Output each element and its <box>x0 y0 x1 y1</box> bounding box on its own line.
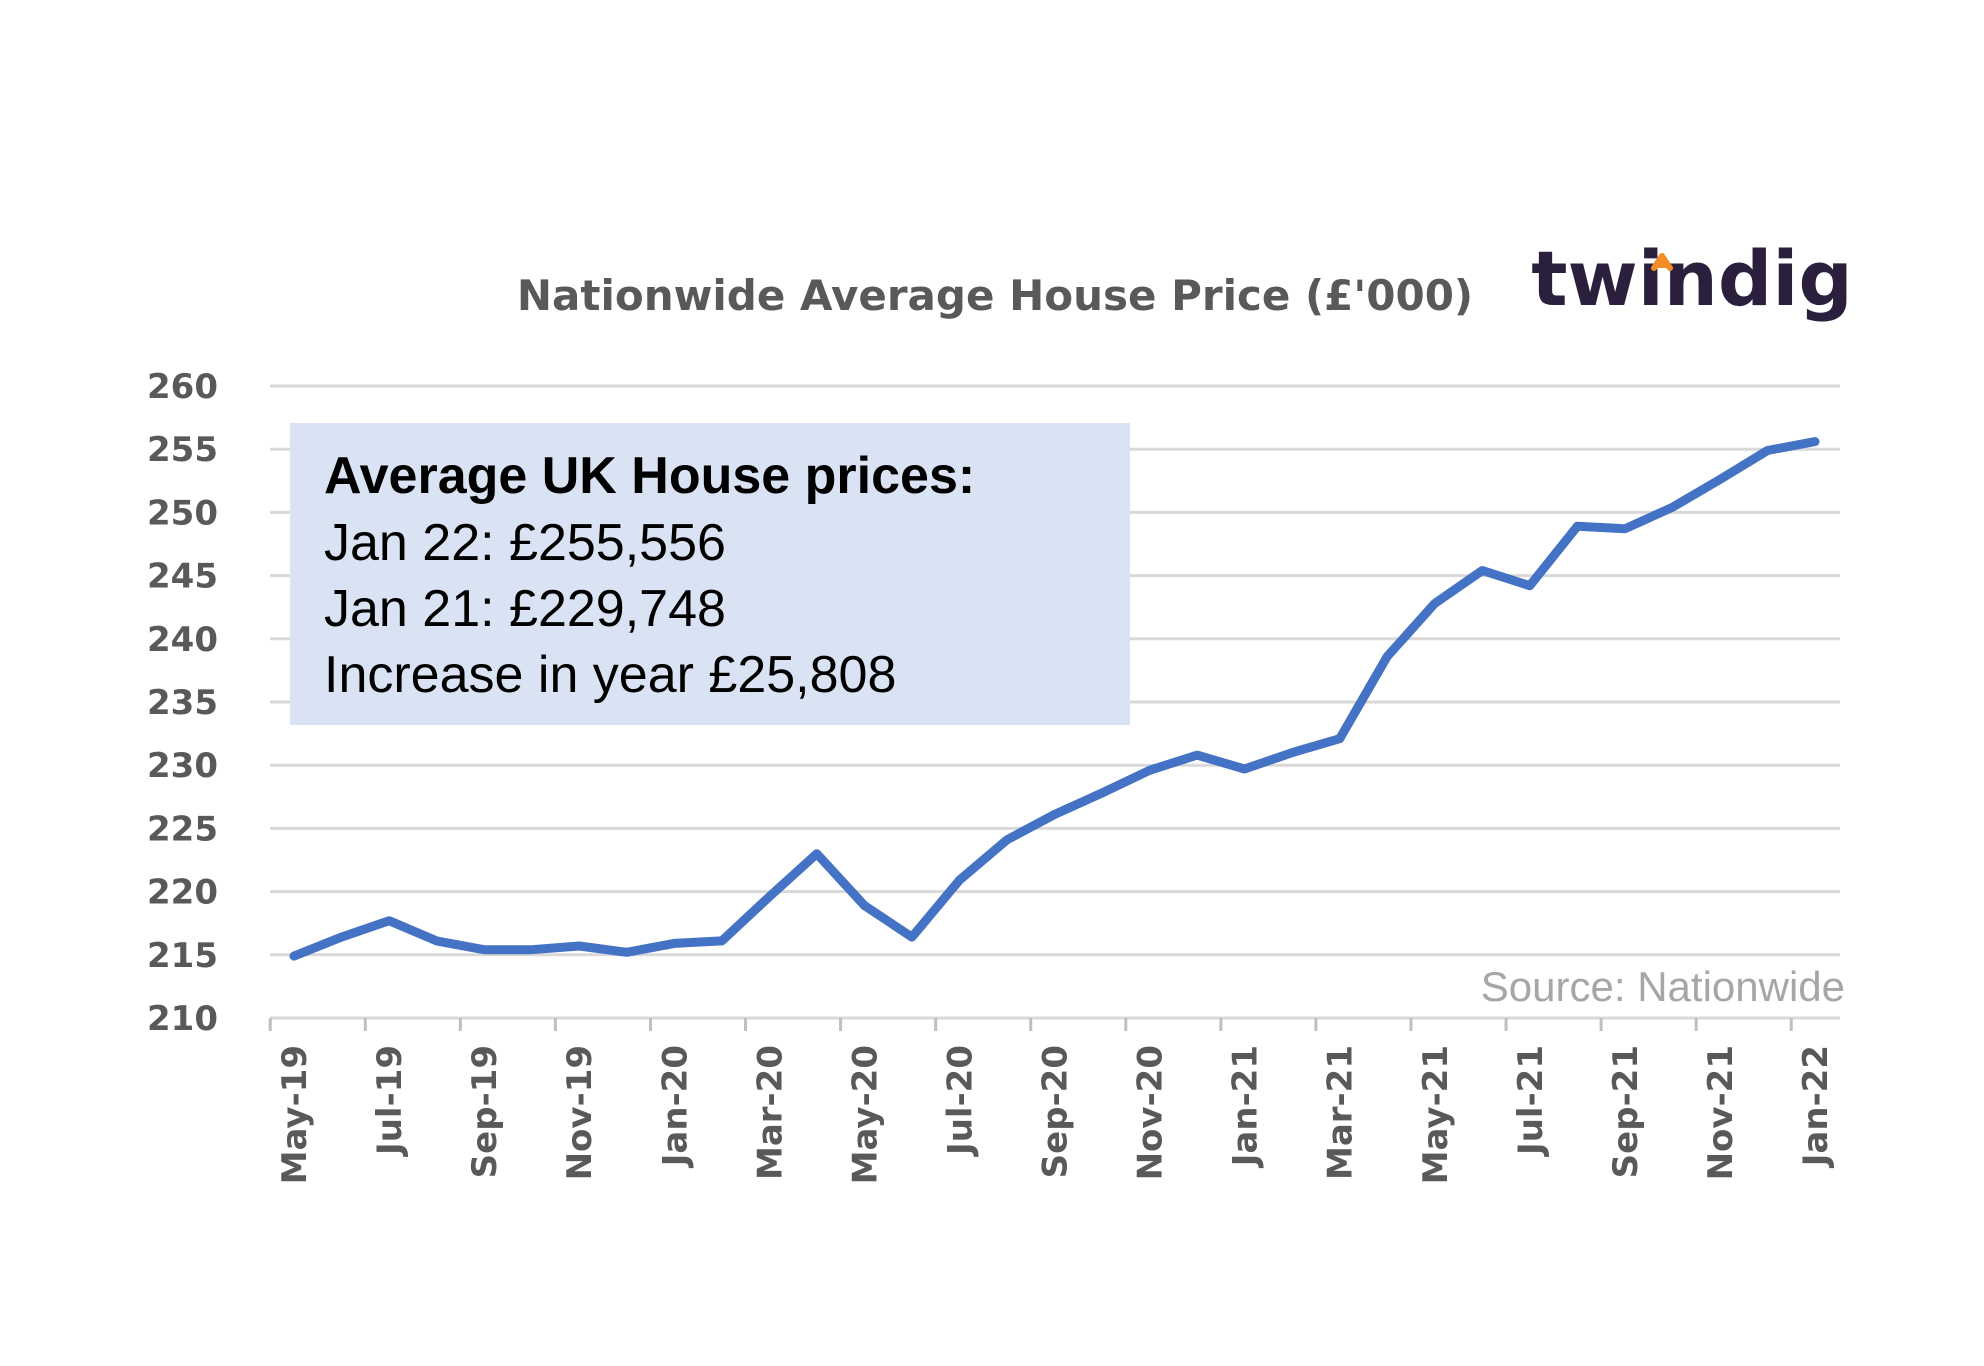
y-axis: 210 215 220 225 230 235 240 245 250 255 260 <box>147 367 218 1039</box>
annotation-line: Increase in year £25,808 <box>324 646 896 704</box>
y-tick-label: 240 <box>147 620 218 660</box>
logo-roof-icon <box>1651 253 1673 271</box>
x-tick-label: Mar-21 <box>1321 1045 1361 1180</box>
logo-text: twindig <box>1531 234 1853 323</box>
x-tick-label: Nov-21 <box>1701 1045 1741 1180</box>
twindig-logo: twindig <box>1531 234 1853 323</box>
annotation-background <box>290 423 1130 725</box>
x-tick-label: Mar-20 <box>750 1045 790 1180</box>
annotation-box: Average UK House prices: Jan 22: £255,55… <box>290 423 1130 725</box>
x-tick-label: May-21 <box>1416 1045 1456 1184</box>
x-tick-label: Jan-21 <box>1226 1045 1266 1168</box>
x-tick-label: Jul-21 <box>1511 1045 1551 1157</box>
source-note: Source: Nationwide <box>1481 963 1845 1010</box>
annotation-line: Jan 22: £255,556 <box>324 514 726 572</box>
x-tick-label: Sep-21 <box>1606 1045 1646 1178</box>
x-tick-label: Jan-22 <box>1796 1045 1836 1168</box>
x-tick-label: May-19 <box>275 1045 315 1184</box>
y-tick-label: 230 <box>147 746 218 786</box>
annotation-heading: Average UK House prices: <box>324 447 975 505</box>
chart-title: Nationwide Average House Price (£'000) <box>517 271 1473 320</box>
x-tick-label: May-20 <box>845 1045 885 1184</box>
x-tick-label: Sep-19 <box>465 1045 505 1178</box>
y-tick-label: 250 <box>147 493 218 533</box>
x-tick-label: Jul-20 <box>940 1045 980 1157</box>
annotation-line: Jan 21: £229,748 <box>324 580 726 638</box>
y-tick-label: 245 <box>147 557 218 597</box>
y-tick-label: 260 <box>147 367 218 407</box>
x-tick-label: Sep-20 <box>1036 1045 1076 1178</box>
x-tick-label: Nov-20 <box>1131 1045 1171 1180</box>
y-tick-label: 220 <box>147 873 218 913</box>
series <box>289 437 1820 961</box>
y-tick-label: 255 <box>147 430 218 470</box>
x-tick-label: Jul-19 <box>370 1045 410 1157</box>
x-tick-label: Jan-20 <box>655 1045 695 1168</box>
y-tick-label: 225 <box>147 809 218 849</box>
x-axis: May-19 Jul-19 Sep-19 Nov-19 Jan-20 Mar-20 May-… <box>268 1016 1840 1184</box>
y-tick-label: 215 <box>147 936 218 976</box>
x-tick-label: Nov-19 <box>560 1045 600 1180</box>
y-tick-label: 235 <box>147 683 218 723</box>
y-tick-label: 210 <box>147 999 218 1039</box>
